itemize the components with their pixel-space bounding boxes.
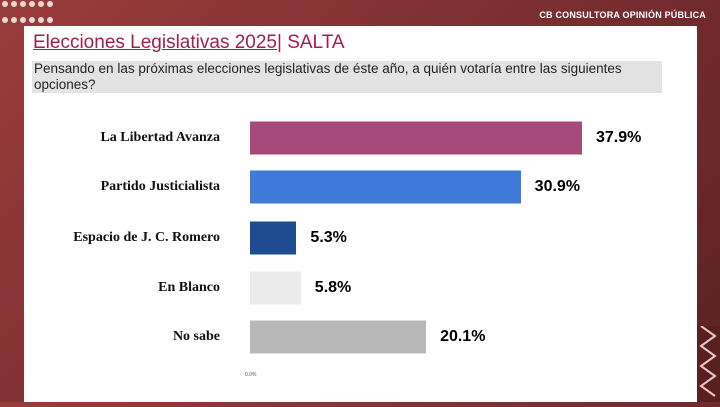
dot (38, 17, 44, 23)
page-title: Elecciones Legislativas 2025| SALTA (33, 32, 345, 54)
dot (11, 17, 17, 23)
question-text: Pensando en las próximas elecciones legi… (32, 61, 662, 93)
category-label: No sabe (172, 329, 220, 344)
value-label: 5.3% (310, 229, 347, 246)
title-suffix: | SALTA (277, 32, 345, 53)
value-label: 5.8% (314, 279, 352, 296)
category-label: La Libertad Avanza (100, 130, 220, 145)
dot (20, 1, 26, 7)
slide-panel: Elecciones Legislativas 2025| SALTA Pens… (24, 26, 697, 402)
dot (2, 1, 8, 7)
dot (29, 1, 35, 7)
category-label: En Blanco (158, 280, 220, 295)
dot (38, 1, 44, 7)
bar (250, 221, 297, 255)
dot (47, 17, 53, 23)
dot (47, 1, 53, 7)
bar (250, 170, 521, 204)
value-label: 20.1% (440, 328, 486, 345)
dot (29, 17, 35, 23)
category-label: Espacio de J. C. Romero (73, 230, 220, 245)
dot (20, 17, 26, 23)
bar (250, 271, 301, 305)
category-label: Partido Justicialista (100, 179, 220, 194)
bar (250, 121, 582, 155)
brand-name: CB CONSULTORA OPINIÓN PÚBLICA (539, 10, 706, 20)
title-main: Elecciones Legislativas 2025 (33, 32, 277, 53)
zigzag-decoration (697, 325, 720, 402)
bar (250, 320, 427, 354)
dot (11, 1, 17, 7)
value-label: 37.9% (596, 129, 642, 146)
value-label: 30.9% (534, 178, 581, 195)
dot (2, 17, 8, 23)
axis-tick-label: 0.0% (245, 372, 257, 378)
